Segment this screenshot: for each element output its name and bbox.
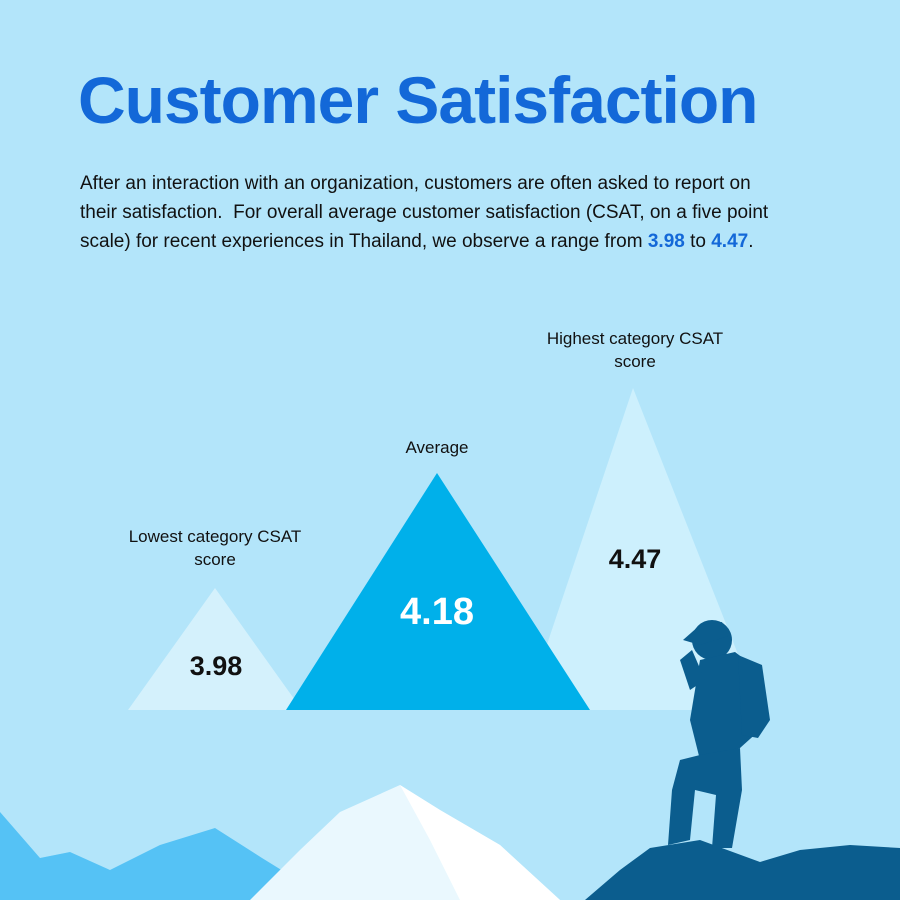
high-value: 4.47	[608, 544, 662, 574]
intro-text: After an interaction with an organizatio…	[80, 173, 774, 252]
title: Customer Satisfaction	[78, 63, 758, 137]
intro-between: to	[684, 231, 712, 252]
low-value: 3.98	[189, 651, 243, 681]
average-triangle	[286, 473, 590, 710]
low-value-highlight: 3.98	[647, 231, 685, 252]
mountain-shade	[400, 785, 560, 900]
low-triangle	[128, 588, 302, 710]
intro-end: .	[748, 231, 754, 252]
average-label: Average	[405, 438, 469, 457]
rock	[585, 840, 900, 900]
intro: After an interaction with an organizatio…	[80, 169, 780, 256]
high-value-highlight: 4.47	[711, 231, 749, 252]
hiker	[668, 620, 770, 848]
mountain	[0, 812, 330, 900]
average-value: 4.18	[400, 591, 474, 633]
high-label: Highest category CSAT score	[546, 329, 724, 371]
low-label: Lowest category CSAT score	[128, 527, 302, 569]
